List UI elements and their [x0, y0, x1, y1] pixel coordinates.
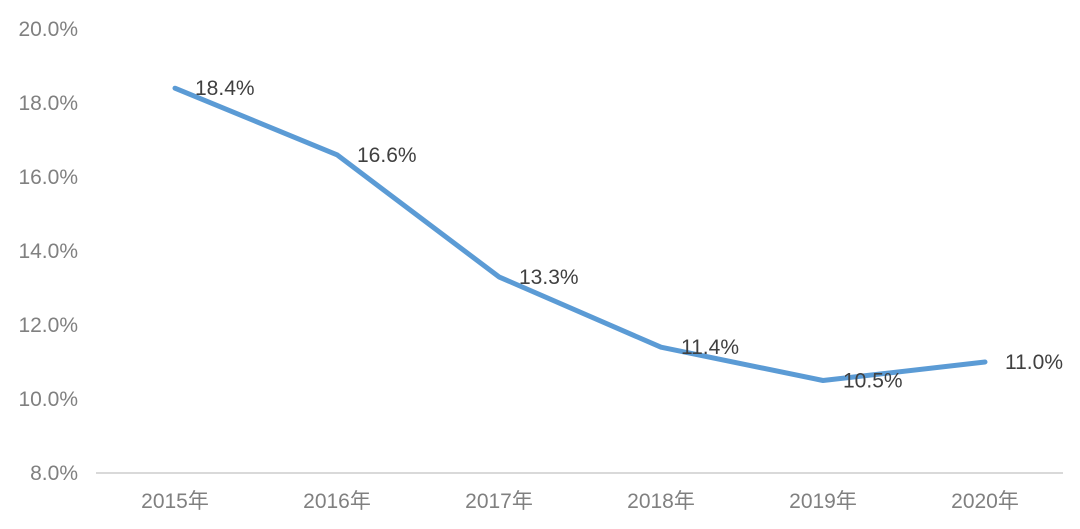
- y-axis-tick-label: 18.0%: [18, 92, 78, 115]
- y-axis-tick-label: 12.0%: [18, 314, 78, 337]
- data-label: 13.3%: [519, 266, 579, 289]
- data-label: 11.4%: [681, 336, 739, 359]
- y-axis-tick-label: 8.0%: [30, 462, 78, 485]
- x-axis-tick-label: 2018年: [627, 490, 695, 513]
- y-axis-tick-label: 20.0%: [18, 18, 78, 41]
- x-axis-tick-label: 2015年: [141, 490, 209, 513]
- data-label: 18.4%: [195, 77, 255, 100]
- data-label: 16.6%: [357, 144, 417, 167]
- y-axis-tick-label: 14.0%: [18, 240, 78, 263]
- x-axis-tick-label: 2019年: [789, 490, 857, 513]
- x-axis-tick-label: 2016年: [303, 490, 371, 513]
- y-axis-tick-label: 16.0%: [18, 166, 78, 189]
- data-label: 11.0%: [1005, 351, 1063, 374]
- x-axis-tick-label: 2020年: [951, 490, 1019, 513]
- data-label: 10.5%: [843, 370, 903, 393]
- y-axis-tick-label: 10.0%: [18, 388, 78, 411]
- series-line: [172, 85, 988, 383]
- x-axis-tick-label: 2017年: [465, 490, 533, 513]
